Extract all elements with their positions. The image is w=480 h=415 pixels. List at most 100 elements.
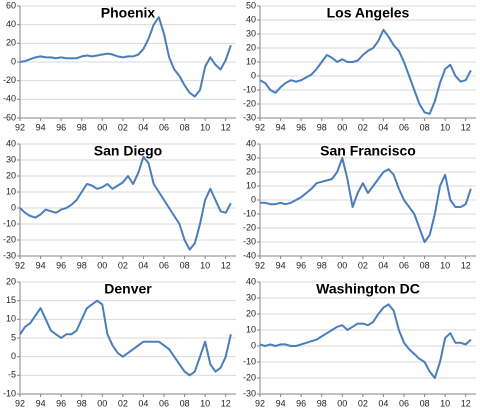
x-tick-label: 00	[97, 122, 107, 132]
data-line	[260, 157, 472, 243]
chart-title: Phoenix	[101, 5, 156, 21]
chart-title: San Francisco	[320, 143, 416, 159]
x-tick-label: 00	[337, 398, 347, 408]
x-tick-label: 02	[118, 122, 128, 132]
y-tick-label: 10	[246, 56, 256, 66]
x-tick-label: 00	[97, 260, 107, 270]
x-tick-label: 00	[97, 398, 107, 408]
y-tick-label: -20	[243, 98, 256, 108]
y-tick-label: 10	[6, 314, 16, 324]
chart-title: Washington DC	[316, 281, 420, 297]
x-tick-label: 94	[276, 122, 286, 132]
y-tick-label: 20	[246, 308, 256, 318]
y-tick-label: 0	[11, 56, 16, 66]
y-tick-label: -30	[243, 236, 256, 246]
x-tick-label: 06	[399, 398, 409, 408]
x-tick-label: 96	[56, 260, 66, 270]
y-tick-label: 40	[246, 138, 256, 148]
y-tick-label: 50	[246, 0, 256, 10]
y-tick-label: 5	[11, 332, 16, 342]
chart-panel: -10 -5 0 5 10 15 20 92 94 96 98 00 02 04 06 08 10 12 Denve…	[3, 276, 236, 408]
y-tick-label: 30	[246, 28, 256, 38]
y-tick-label: -10	[243, 208, 256, 218]
x-tick-label: 92	[15, 122, 25, 132]
y-tick-label: 10	[6, 186, 16, 196]
data-line	[19, 155, 232, 251]
x-tick-label: 10	[440, 260, 450, 270]
y-tick-label: 40	[6, 19, 16, 29]
x-tick-label: 06	[159, 260, 169, 270]
y-tick-label: -60	[3, 112, 16, 122]
y-tick-label: 0	[251, 194, 256, 204]
x-tick-label: 06	[159, 122, 169, 132]
data-line	[259, 28, 472, 115]
chart-panel: -30 -20 -10 0 10 20 30 40 92 94 96 98 00 02 04 06 08 10 12…	[243, 276, 476, 408]
y-tick-label: -30	[3, 250, 16, 260]
x-tick-label: 08	[180, 122, 190, 132]
data-line	[259, 303, 472, 379]
y-tick-label: -20	[3, 234, 16, 244]
chart-panel: -60 -40 -20 0 20 40 60 92 94 96 98 00 02 04 06 08 10 12 Ph…	[3, 0, 236, 132]
x-tick-label: 12	[221, 122, 231, 132]
x-tick-label: 04	[378, 122, 388, 132]
y-tick-label: 30	[246, 292, 256, 302]
data-line	[19, 299, 232, 377]
x-tick-label: 02	[358, 260, 368, 270]
x-tick-label: 06	[159, 398, 169, 408]
x-tick-label: 04	[378, 260, 388, 270]
x-tick-label: 02	[358, 122, 368, 132]
x-tick-label: 12	[461, 398, 471, 408]
x-tick-label: 92	[15, 398, 25, 408]
y-tick-label: 10	[246, 180, 256, 190]
y-tick-label: 40	[6, 138, 16, 148]
x-tick-label: 08	[420, 398, 430, 408]
x-tick-label: 00	[337, 122, 347, 132]
x-tick-label: 08	[180, 398, 190, 408]
x-tick-label: 08	[420, 122, 430, 132]
y-tick-label: -5	[8, 370, 16, 380]
y-tick-label: 20	[6, 170, 16, 180]
y-tick-label: 30	[6, 154, 16, 164]
y-tick-label: 10	[246, 324, 256, 334]
y-tick-label: 20	[6, 38, 16, 48]
x-tick-label: 06	[399, 260, 409, 270]
x-tick-label: 96	[296, 122, 306, 132]
x-tick-label: 08	[420, 260, 430, 270]
chart-title: Los Angeles	[327, 5, 410, 21]
y-tick-label: -20	[243, 372, 256, 382]
chart-title: San Diego	[94, 143, 162, 159]
x-tick-label: 10	[200, 398, 210, 408]
x-tick-label: 10	[200, 260, 210, 270]
x-tick-label: 94	[36, 260, 46, 270]
x-tick-label: 98	[317, 260, 327, 270]
x-tick-label: 02	[118, 398, 128, 408]
y-tick-label: 40	[246, 276, 256, 286]
y-tick-label: -10	[243, 356, 256, 366]
chart-panel: -40 -30 -20 -10 0 10 20 30 40 92 94 96 98 00 02 04 06 08 1…	[243, 138, 476, 270]
x-tick-label: 92	[255, 122, 265, 132]
x-tick-label: 12	[461, 260, 471, 270]
x-tick-label: 04	[378, 398, 388, 408]
x-tick-label: 96	[56, 398, 66, 408]
x-tick-label: 94	[276, 260, 286, 270]
y-tick-label: 20	[246, 42, 256, 52]
y-tick-label: 20	[246, 166, 256, 176]
x-tick-label: 12	[221, 260, 231, 270]
x-tick-label: 94	[36, 122, 46, 132]
x-tick-label: 02	[118, 260, 128, 270]
chart-panel: -30 -20 -10 0 10 20 30 40 92 94 96 98 00 02 04 06 08 10 12…	[3, 138, 236, 270]
x-tick-label: 96	[296, 260, 306, 270]
x-tick-label: 98	[317, 398, 327, 408]
x-tick-label: 12	[221, 398, 231, 408]
x-tick-label: 98	[77, 260, 87, 270]
x-tick-label: 00	[337, 260, 347, 270]
chart-title: Denver	[104, 281, 152, 297]
y-tick-label: 60	[6, 0, 16, 10]
x-tick-label: 94	[36, 398, 46, 408]
x-tick-label: 98	[77, 398, 87, 408]
y-tick-label: 0	[251, 340, 256, 350]
x-tick-label: 96	[296, 398, 306, 408]
y-tick-label: 0	[251, 70, 256, 80]
y-tick-label: -40	[3, 94, 16, 104]
y-tick-label: -20	[243, 222, 256, 232]
